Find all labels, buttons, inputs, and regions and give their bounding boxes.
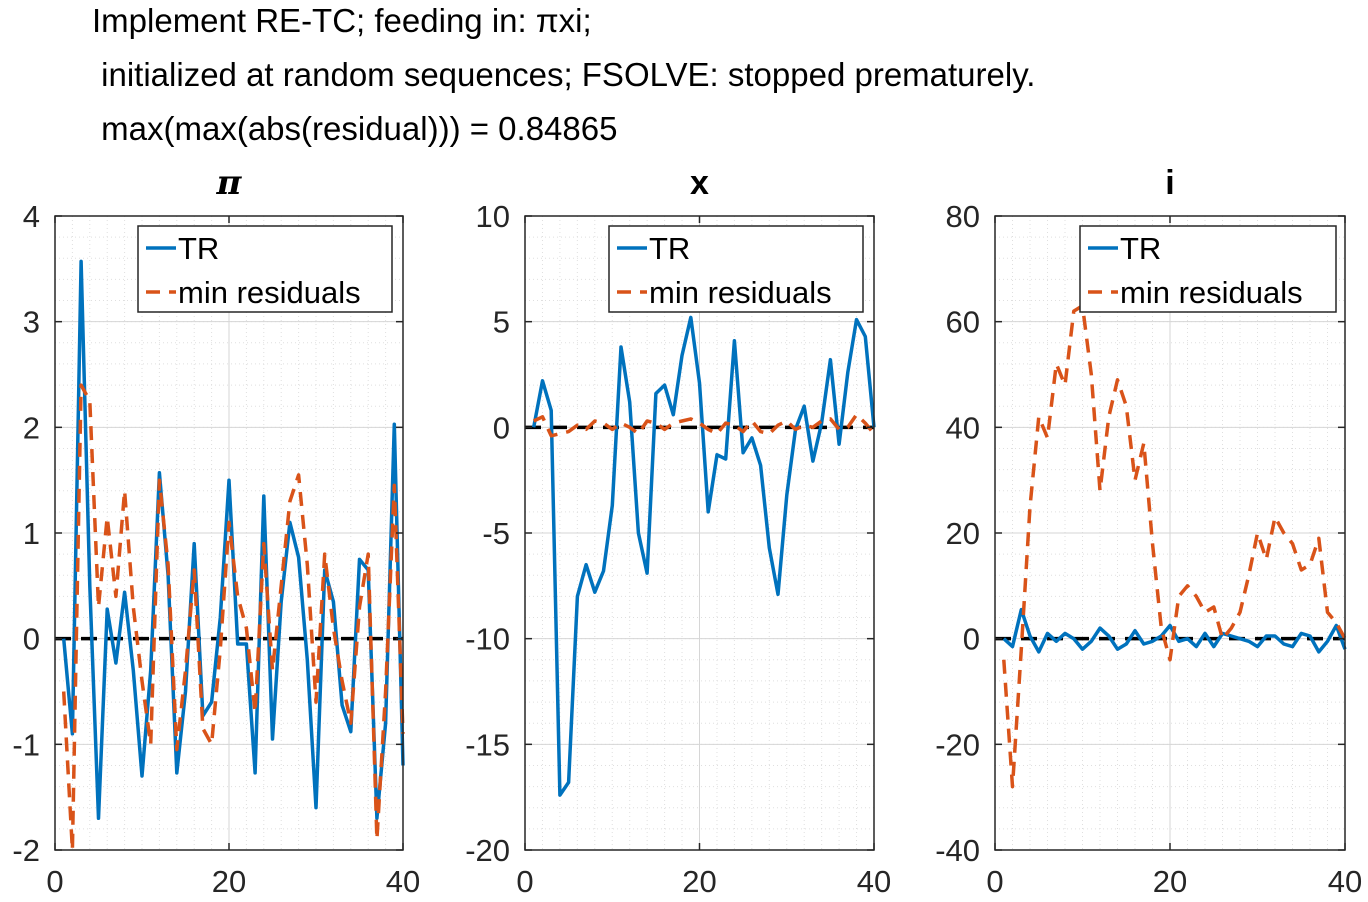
legend-label-min-residuals: min residuals: [649, 275, 832, 310]
x-tick-label: 20: [212, 864, 246, 899]
legend-label-tr: TR: [649, 231, 690, 266]
series-line-min-residuals: [532, 412, 876, 438]
legend-label-min-residuals: min residuals: [178, 275, 361, 310]
x-tick-label: 40: [386, 864, 420, 899]
legend-label-tr: TR: [1120, 231, 1161, 266]
y-tick-label: 3: [23, 305, 40, 340]
figure-title: Implement RE-TC; feeding in: πxi; initia…: [0, 0, 1368, 160]
y-tick-label: 4: [23, 199, 40, 234]
figure-title-line-1: Implement RE-TC; feeding in: πxi;: [92, 2, 592, 39]
y-tick-label: 20: [946, 516, 980, 551]
panel-3: 0 20 40 -40 -20 0 20 40 60 80 iTR min residuals: [935, 164, 1362, 899]
y-tick-label: 40: [946, 410, 980, 445]
y-tick-label: -5: [482, 516, 510, 551]
figure-title-line-3: max(max(abs(residual))) = 0.84865: [92, 110, 618, 147]
y-tick-label: -15: [465, 727, 510, 762]
x-tick-label: 40: [857, 864, 891, 899]
panel-title: π: [216, 163, 243, 203]
series-line-min-residuals: [61, 383, 405, 852]
legend: TR min residuals: [608, 225, 864, 313]
y-tick-label: 80: [946, 199, 980, 234]
x-tick-label: 0: [986, 864, 1003, 899]
legend-box: [1079, 225, 1337, 313]
legend: TR min residuals: [1079, 225, 1337, 313]
panel-1: 0 20 40 -2 -1 0 1 2 3 4 π TR min residuals: [12, 163, 420, 899]
y-tick-label: 1: [23, 516, 40, 551]
y-tick-label: -1: [12, 727, 40, 762]
legend-box: [608, 225, 864, 313]
legend-label-min-residuals: min residuals: [1120, 275, 1303, 310]
y-tick-label: -40: [935, 833, 980, 868]
x-tick-label: 40: [1328, 864, 1362, 899]
y-tick-label: 2: [23, 410, 40, 445]
series-line-min-residuals: [1002, 304, 1347, 789]
x-tick-label: 20: [1153, 864, 1187, 899]
y-tick-label: 0: [23, 622, 40, 657]
y-tick-label: 5: [493, 305, 510, 340]
x-tick-label: 0: [46, 864, 63, 899]
y-tick-label: 0: [963, 622, 980, 657]
legend: TR min residuals: [137, 225, 393, 313]
y-tick-label: -10: [465, 622, 510, 657]
y-tick-label: 60: [946, 305, 980, 340]
y-tick-label: -20: [465, 833, 510, 868]
figure-title-line-2: initialized at random sequences; FSOLVE:…: [92, 56, 1036, 93]
x-tick-label: 0: [516, 864, 533, 899]
legend-box: [137, 225, 393, 313]
y-tick-label: 0: [493, 410, 510, 445]
y-tick-label: -2: [12, 833, 40, 868]
x-tick-label: 20: [682, 864, 716, 899]
legend-label-tr: TR: [178, 231, 219, 266]
panel-2: 0 20 40 -20 -15 -10 -5 0 5 10 xTR min residuals: [465, 164, 891, 899]
panel-title: x: [690, 164, 709, 202]
panel-title: i: [1165, 164, 1174, 202]
y-tick-label: -20: [935, 727, 980, 762]
series-line-tr: [531, 315, 876, 797]
y-tick-label: 10: [476, 199, 510, 234]
